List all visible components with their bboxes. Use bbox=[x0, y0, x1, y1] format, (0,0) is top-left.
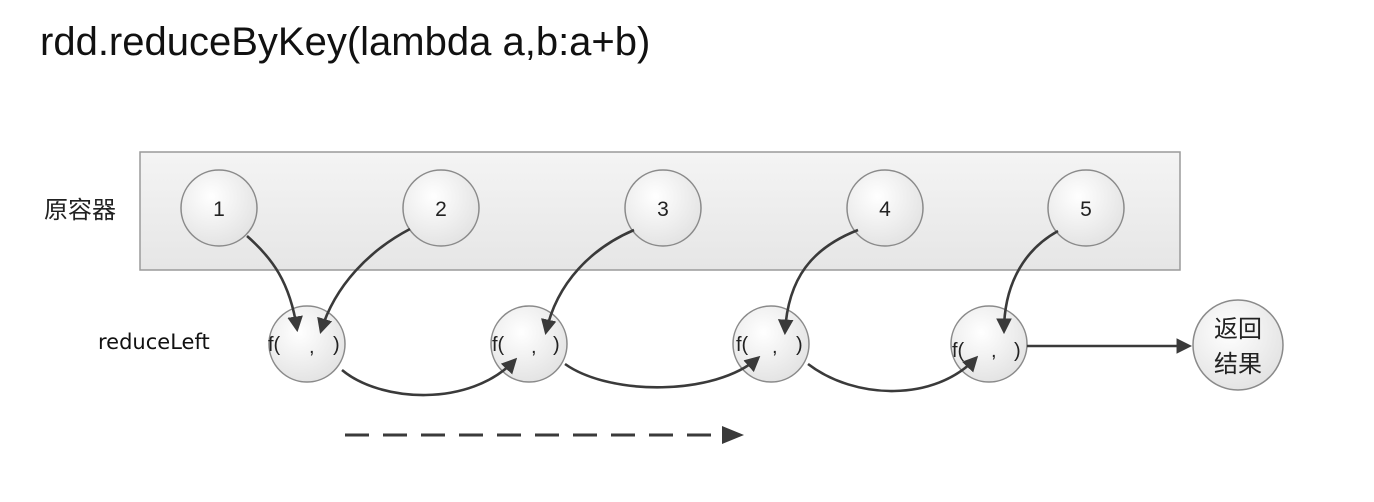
chain-arrow bbox=[564, 355, 761, 389]
element-arrow bbox=[777, 228, 859, 336]
element-node: 1 bbox=[180, 169, 258, 247]
element-value: 5 bbox=[1080, 198, 1092, 221]
result-line-1: 返回 bbox=[1214, 315, 1262, 343]
function-suffix: ) bbox=[796, 334, 803, 356]
reduce-label: reduceLeft bbox=[98, 330, 210, 354]
element-node: 5 bbox=[1047, 169, 1125, 247]
element-value: 4 bbox=[879, 198, 891, 221]
element-arrow bbox=[996, 229, 1059, 335]
function-separator: , bbox=[309, 336, 315, 358]
function-suffix: ) bbox=[1014, 340, 1021, 362]
element-node: 2 bbox=[402, 169, 480, 247]
direction-arrow-head bbox=[722, 426, 744, 444]
function-prefix: f( bbox=[736, 334, 749, 356]
function-node: f( , ) bbox=[268, 305, 346, 383]
chain-arrow bbox=[807, 355, 979, 393]
function-suffix: ) bbox=[333, 334, 340, 356]
function-suffix: ) bbox=[553, 334, 560, 356]
element-value: 1 bbox=[213, 198, 225, 221]
function-prefix: f( bbox=[492, 334, 505, 356]
function-separator: , bbox=[531, 336, 537, 358]
result-line-2: 结果 bbox=[1214, 350, 1262, 378]
function-prefix: f( bbox=[268, 334, 281, 356]
element-arrow bbox=[246, 235, 303, 333]
element-value: 3 bbox=[657, 198, 669, 221]
element-arrow bbox=[541, 228, 635, 336]
function-separator: , bbox=[772, 336, 778, 358]
element-node: 4 bbox=[846, 169, 924, 247]
function-prefix: f( bbox=[952, 340, 965, 362]
page-title: rdd.reduceByKey(lambda a,b:a+b) bbox=[40, 20, 650, 64]
result-node: 返回 结果 bbox=[1192, 299, 1284, 391]
function-node: f( , ) bbox=[732, 305, 810, 383]
function-separator: , bbox=[991, 340, 997, 362]
element-node: 3 bbox=[624, 169, 702, 247]
chain-arrow bbox=[341, 357, 518, 397]
element-arrow bbox=[317, 227, 411, 334]
container-label: 原容器 bbox=[44, 196, 116, 224]
element-value: 2 bbox=[435, 198, 447, 221]
